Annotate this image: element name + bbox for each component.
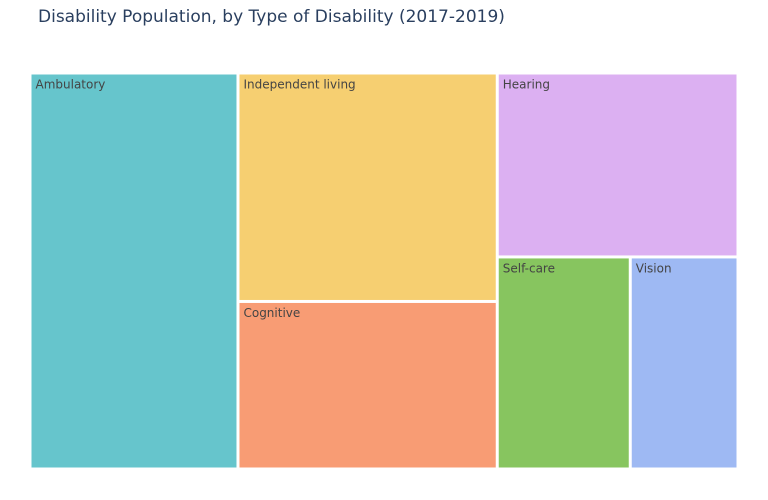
treemap-tile-vision[interactable]: Vision [631,258,737,468]
treemap-label-ambulatory: Ambulatory [36,78,106,92]
treemap-tile-independent-living[interactable]: Independent living [239,74,496,300]
treemap-tile-cognitive[interactable]: Cognitive [239,302,496,468]
treemap-label-cognitive: Cognitive [243,306,300,320]
treemap-rect-independent-living[interactable] [239,74,496,300]
treemap-rect-ambulatory[interactable] [31,74,237,468]
treemap-label-self-care: Self-care [503,261,555,275]
chart-title: Disability Population, by Type of Disabi… [38,7,505,27]
treemap-tile-ambulatory[interactable]: Ambulatory [31,74,237,468]
treemap-rect-cognitive[interactable] [239,302,496,468]
treemap-rect-self-care[interactable] [498,258,629,468]
treemap-rect-vision[interactable] [631,258,737,468]
treemap-label-hearing: Hearing [503,78,550,92]
treemap-tile-self-care[interactable]: Self-care [498,258,629,468]
treemap-rect-hearing[interactable] [498,74,737,256]
treemap-label-vision: Vision [636,261,672,275]
treemap-tile-hearing[interactable]: Hearing [498,74,737,256]
treemap-label-independent-living: Independent living [243,78,355,92]
